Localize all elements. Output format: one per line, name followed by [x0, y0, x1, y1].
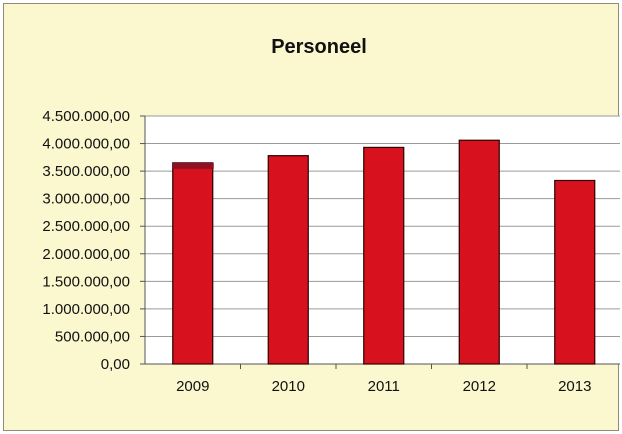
y-tick-label: 2.000.000,00	[42, 246, 130, 263]
bar	[458, 139, 500, 365]
chart-title: Personeel	[271, 36, 367, 58]
bar	[554, 179, 596, 365]
x-tick-label: 2012	[463, 378, 496, 395]
y-tick-label: 3.500.000,00	[42, 163, 130, 180]
y-tick-label: 0,00	[101, 356, 130, 373]
y-tick-label: 3.000.000,00	[42, 191, 130, 208]
x-tick-label: 2009	[176, 378, 209, 395]
bar-highlight-cap	[172, 162, 214, 169]
y-tick-label: 4.500.000,00	[42, 108, 130, 125]
bar	[363, 146, 405, 365]
y-tick-label: 500.000,00	[55, 328, 130, 345]
bar	[267, 155, 309, 365]
bar	[172, 162, 214, 365]
y-tick-label: 2.500.000,00	[42, 218, 130, 235]
x-tick-label: 2011	[368, 378, 400, 395]
x-tick-label: 2013	[558, 378, 591, 395]
y-tick-label: 1.000.000,00	[42, 301, 130, 318]
y-tick-label: 1.500.000,00	[42, 273, 130, 290]
x-tick-label: 2010	[272, 378, 305, 395]
y-tick-label: 4.000.000,00	[42, 136, 130, 153]
